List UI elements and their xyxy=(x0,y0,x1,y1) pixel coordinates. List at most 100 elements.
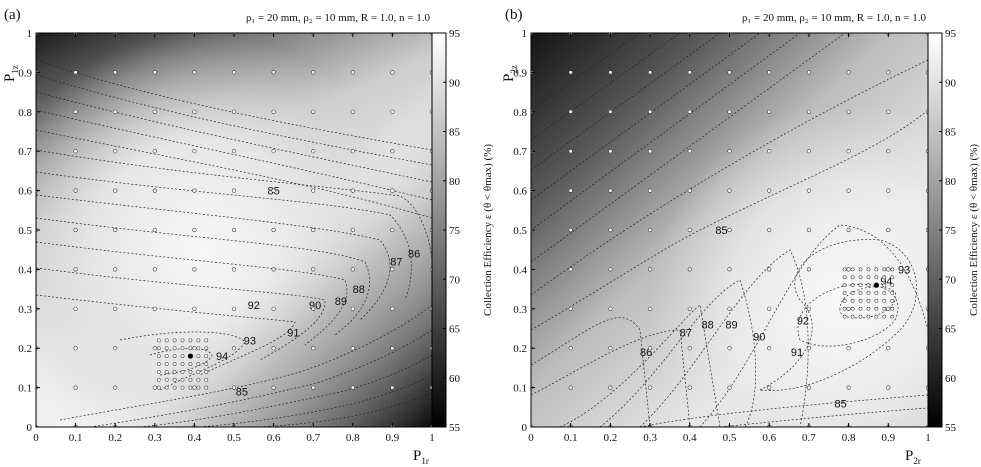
sample-point xyxy=(73,346,78,351)
y-tick-label: 0.9 xyxy=(513,67,527,79)
sample-point xyxy=(727,188,732,193)
x-tick-label: 0.9 xyxy=(881,432,895,444)
sample-point xyxy=(350,227,355,233)
y-tick-label: 1 xyxy=(27,28,33,40)
fine-sample-point xyxy=(850,283,855,288)
fine-sample-point xyxy=(188,377,193,382)
sample-point xyxy=(647,385,653,390)
x-tick-label: 0.4 xyxy=(188,432,202,444)
contour-label: 88 xyxy=(702,320,714,332)
sample-point xyxy=(568,109,573,114)
y-tick-label: 0 xyxy=(27,422,33,434)
fine-sample-point xyxy=(172,354,177,358)
fine-sample-point xyxy=(196,377,201,382)
contour-label: 93 xyxy=(898,264,910,276)
sample-point xyxy=(271,267,276,272)
fine-sample-point xyxy=(890,283,895,288)
fine-sample-point xyxy=(188,338,193,343)
sample-point xyxy=(311,267,316,272)
fine-sample-point xyxy=(180,385,185,390)
fine-sample-point xyxy=(874,275,879,280)
fine-sample-point xyxy=(850,275,855,280)
fine-sample-point xyxy=(858,314,863,319)
sample-point xyxy=(806,267,812,272)
contour-label: 85 xyxy=(835,398,847,410)
sample-point xyxy=(390,385,395,390)
sample-point xyxy=(568,188,573,193)
y-tick-label: 0.1 xyxy=(18,383,32,395)
sample-point xyxy=(647,70,653,75)
colorbar-tick-label: 70 xyxy=(449,274,461,286)
fine-sample-point xyxy=(882,267,887,272)
sample-point xyxy=(608,346,613,351)
sample-point xyxy=(886,149,891,154)
sample-point xyxy=(886,70,891,75)
sample-point xyxy=(767,70,772,75)
contour-label: 92 xyxy=(797,316,809,328)
contour-label: 85 xyxy=(715,225,727,237)
fine-sample-point xyxy=(890,291,895,295)
sample-point xyxy=(350,267,355,272)
sample-point xyxy=(647,109,653,114)
y-tick-label: 0.3 xyxy=(513,304,527,316)
fine-sample-point xyxy=(850,314,855,319)
sample-point xyxy=(647,149,653,154)
fine-sample-point xyxy=(188,369,193,374)
sample-point xyxy=(152,267,157,272)
sample-point xyxy=(311,70,316,75)
sample-point xyxy=(311,385,316,390)
sample-point xyxy=(647,306,653,311)
sample-point xyxy=(727,267,732,272)
fine-sample-point xyxy=(882,314,887,319)
sample-point xyxy=(568,70,573,75)
sample-point xyxy=(271,149,276,154)
sample-point xyxy=(231,227,237,233)
colorbar-tick-label: 65 xyxy=(449,324,461,336)
contour-label: 91 xyxy=(791,347,803,359)
optimum-point xyxy=(187,353,194,359)
y-tick-label: 0.6 xyxy=(18,186,32,198)
contour-label: 91 xyxy=(287,327,299,339)
sample-point xyxy=(271,70,276,75)
sample-point xyxy=(231,346,237,351)
fine-sample-point xyxy=(156,346,161,351)
sample-point xyxy=(687,346,692,351)
fine-sample-point xyxy=(858,283,863,288)
fine-sample-point xyxy=(850,267,855,272)
fine-sample-point xyxy=(180,377,185,382)
sample-point xyxy=(152,70,157,75)
sample-point xyxy=(390,346,395,351)
sample-point xyxy=(687,267,692,272)
sample-point xyxy=(568,267,573,272)
fine-sample-point xyxy=(180,346,185,351)
colorbar-tick-label: 90 xyxy=(945,77,957,89)
fine-sample-point xyxy=(156,354,161,358)
fine-sample-point xyxy=(196,362,201,366)
sample-point xyxy=(806,188,812,193)
fine-sample-point xyxy=(164,338,169,343)
x-tick-label: 0.2 xyxy=(108,432,122,444)
params-text-b: ρ₁ = 20 mm, ρ₂ = 10 mm, R = 1.0, n = 1.0 xyxy=(742,12,927,24)
y-axis-ticks-a: 0 0.1 0.2 0.3 0.4 0.5 0.6 0.7 0.8 0.9 1 xyxy=(18,28,40,434)
colorbar-tick-label: 80 xyxy=(945,176,957,188)
optimum-marker-b xyxy=(873,282,879,288)
fine-sample-point xyxy=(882,299,887,303)
sample-point xyxy=(113,385,118,390)
sample-point xyxy=(152,385,157,390)
sample-point xyxy=(767,306,772,311)
sample-point xyxy=(568,346,573,351)
contour-label: 89 xyxy=(725,320,737,332)
sample-point xyxy=(311,227,316,233)
sample-point xyxy=(568,306,573,311)
params-text-a: ρ₁ = 20 mm, ρ₂ = 10 mm, R = 1.0, n = 1.0 xyxy=(246,12,431,24)
fine-sample-point xyxy=(172,377,177,382)
fine-sample-point xyxy=(180,362,185,366)
colorbar-tick-label: 55 xyxy=(945,422,957,434)
sample-point xyxy=(73,70,78,75)
fine-sample-point xyxy=(858,291,863,295)
sample-point xyxy=(608,267,613,272)
contour-label: 89 xyxy=(335,296,347,308)
y-tick-label: 0.8 xyxy=(513,107,527,119)
sample-point xyxy=(152,346,157,351)
